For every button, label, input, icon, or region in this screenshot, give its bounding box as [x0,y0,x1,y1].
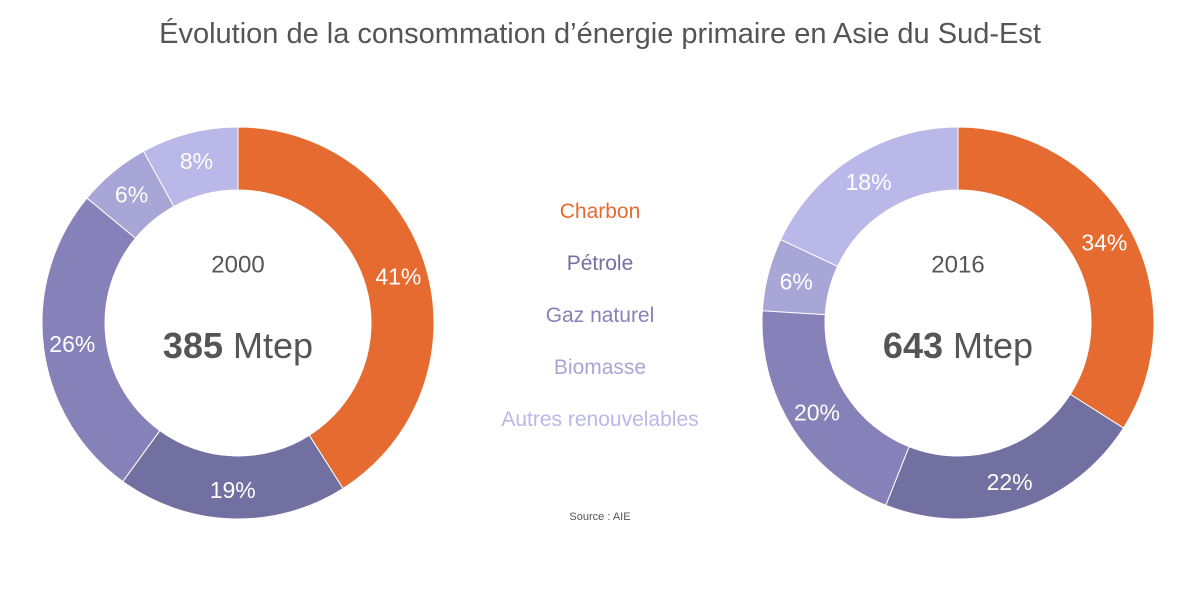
legend-item-biomasse: Biomasse [553,356,647,379]
total-unit-2000: Mtep [233,325,313,366]
slice-label-petrole-2000: 19% [210,477,256,503]
slice-petrole-2000 [122,429,344,520]
year-label-2016: 2016 [931,252,984,279]
slice-label-charbon-2000: 41% [375,263,421,289]
slice-label-autres-renouvelables-2000: 8% [180,148,213,174]
slice-charbon-2000 [237,126,435,490]
legend-item-petrole: Pétrole [566,252,634,275]
donut-slices-2000: 41% 19% 26% 6% 8% [41,126,435,520]
legend-item-autres-renouvelables: Autres renouvelables [501,408,699,431]
total-value-2000: 385 [163,325,223,366]
total-label-2000: 385 Mtep [163,325,313,366]
legend-item-gaz-naturel: Gaz naturel [545,304,655,327]
slice-label-biomasse-2016: 6% [780,268,813,294]
slice-label-autres-renouvelables-2016: 18% [845,169,891,195]
slice-label-charbon-2016: 34% [1081,230,1127,256]
slice-gaz-naturel-2000 [41,197,161,483]
slice-charbon-2016 [957,126,1155,429]
year-label-2000: 2000 [211,252,264,279]
legend: Charbon Pétrole Gaz naturel Biomasse Aut… [450,196,750,456]
chart-title: Évolution de la consommation d’énergie p… [159,18,1041,50]
slice-petrole-2016 [885,393,1125,520]
slice-label-petrole-2016: 22% [987,469,1033,495]
slice-label-gaz-naturel-2016: 20% [794,399,840,425]
slice-autres-renouvelables-2016 [779,126,959,268]
legend-item-charbon: Charbon [559,200,641,223]
slice-label-gaz-naturel-2000: 26% [49,331,95,357]
source-note: Source : AIE [569,511,631,523]
slice-autres-renouvelables-2000 [142,126,239,208]
donut-chart-2016: 34% 22% 20% 6% 18% 2016 643 Mtep [761,126,1155,520]
total-label-2016: 643 Mtep [883,325,1033,366]
donut-chart-2000: 41% 19% 26% 6% 8% 2000 385 Mtep [41,126,435,520]
total-value-2016: 643 [883,325,943,366]
total-unit-2016: Mtep [953,325,1033,366]
slice-label-biomasse-2000: 6% [115,181,148,207]
donut-slices-2016: 34% 22% 20% 6% 18% [761,126,1155,520]
